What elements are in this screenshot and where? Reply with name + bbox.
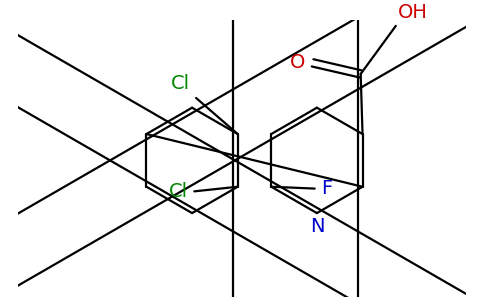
Text: Cl: Cl: [168, 182, 188, 201]
Text: Cl: Cl: [170, 74, 190, 93]
Text: OH: OH: [398, 3, 427, 22]
Text: N: N: [310, 217, 324, 236]
Text: O: O: [290, 53, 305, 72]
Text: F: F: [321, 179, 333, 198]
